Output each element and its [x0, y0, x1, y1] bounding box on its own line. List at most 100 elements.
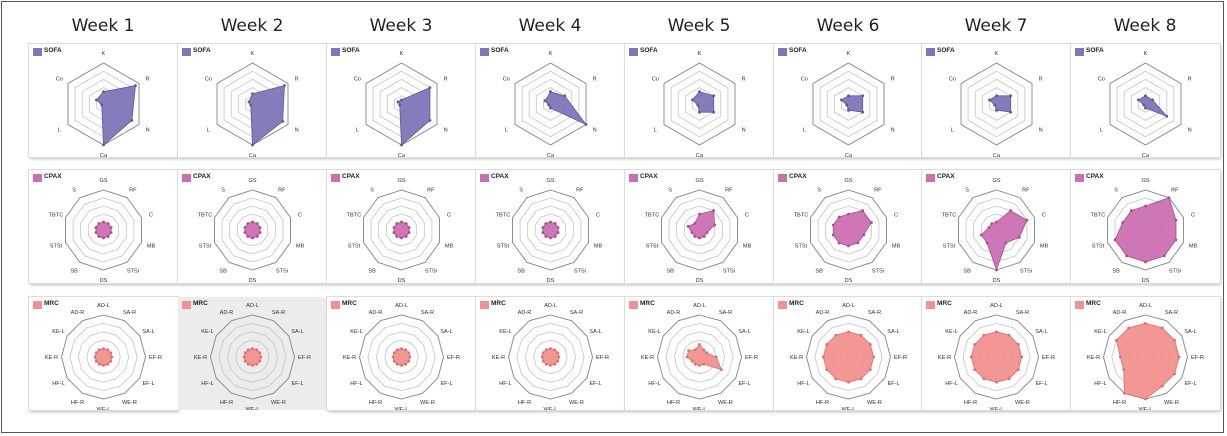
data-point — [1177, 355, 1181, 359]
axis-label: AD-R — [964, 310, 978, 316]
grid-ring — [528, 78, 573, 130]
axis-label: GS — [1141, 178, 1149, 184]
data-point — [251, 92, 254, 96]
data-point — [1016, 368, 1020, 371]
axis-label: TBTC — [49, 213, 64, 219]
radar-chart: AD-L SA-R SA-L EF-R EF-L WE-R WE-L HF-R HF-L KE-R… — [790, 303, 907, 410]
data-point — [821, 355, 825, 359]
data-point — [840, 98, 843, 102]
axis-label: SA-L — [1184, 329, 1196, 335]
axis-label: AD-L — [1139, 303, 1152, 309]
week-title: Week 5 — [667, 16, 731, 36]
data-point — [94, 351, 98, 355]
grid-ring — [516, 322, 585, 392]
axis-label: DS — [547, 278, 555, 283]
data-point — [1115, 338, 1118, 342]
axis-label: N — [444, 128, 448, 134]
axis-label: SB — [963, 268, 971, 274]
radar-panel-mrc-week-3: AD-L SA-R SA-L EF-R EF-L WE-R WE-L HF-R HF-L KE-R… — [327, 297, 476, 410]
grid-outer-ring — [663, 62, 736, 146]
data-point — [404, 222, 408, 225]
data-point — [428, 86, 432, 89]
series-area — [392, 348, 411, 366]
grid-outer-ring — [214, 189, 291, 271]
grid-ring — [226, 331, 279, 383]
data-point — [93, 355, 97, 359]
data-point — [1009, 94, 1013, 98]
axis-label: S — [221, 188, 225, 194]
radar-panel-mrc-week-5: AD-L SA-R SA-L EF-R EF-L WE-R WE-L HF-R HF-L KE-R… — [625, 297, 774, 410]
data-point — [557, 355, 561, 359]
axis-label: STSi — [425, 268, 437, 274]
axis-label: KE-L — [945, 329, 957, 335]
axis-label: WE-R — [1164, 400, 1179, 406]
data-point — [400, 236, 403, 240]
axis-label: K — [995, 51, 999, 57]
axis-label: AD-R — [220, 310, 234, 316]
axis-label: SA-R — [719, 310, 732, 316]
axis-label: EF-R — [596, 355, 609, 361]
grid-ring — [375, 331, 428, 383]
radar-panel-mrc-week-1: AD-L SA-R SA-L EF-R EF-L WE-R WE-L HF-R HF-L KE-R… — [29, 297, 178, 410]
axis-label: KE-R — [641, 355, 654, 361]
legend-label: SOFA — [937, 47, 955, 54]
axis-label: STSi — [723, 268, 735, 274]
legend-label: CPAX — [193, 173, 211, 180]
series-area — [94, 348, 113, 366]
axis-label: HF-R — [518, 400, 531, 406]
data-point — [563, 94, 567, 98]
radar-chart: K R N Ca L Co — [205, 51, 299, 157]
axis-label: WE-L — [544, 407, 558, 410]
axis-label: WE-L — [97, 407, 111, 410]
grid-ring — [87, 213, 120, 247]
data-point — [109, 359, 113, 363]
axis-label: KE-R — [938, 355, 951, 361]
axis-label: SA-R — [272, 310, 285, 316]
radar-chart: GS RF C MB STSi DS SB STSt TBTC S — [198, 178, 305, 283]
radar-panel-sofa-week-4: K R N Ca L Co SOFA — [476, 44, 625, 157]
grid-ring — [385, 213, 418, 247]
grid-outer-ring — [954, 314, 1039, 400]
axis-label: SA-R — [123, 310, 136, 316]
legend-label: MRC — [193, 300, 208, 307]
axis-label: C — [1191, 213, 1195, 219]
data-point — [404, 348, 408, 352]
data-point — [847, 330, 850, 334]
axis-label: K — [251, 51, 255, 57]
data-point — [837, 215, 841, 219]
data-point — [392, 231, 396, 234]
radar-panel-cpax-week-5: GS RF C MB STSi DS SB STSt TBTC S CPAX — [625, 170, 774, 283]
axis-label: Co — [1098, 77, 1105, 83]
axis-label: EF-L — [142, 381, 154, 387]
axis-label: WE-R — [420, 400, 435, 406]
grid-ring — [218, 322, 287, 392]
legend-label: MRC — [789, 300, 804, 307]
axis-label: K — [102, 51, 106, 57]
data-point — [540, 355, 544, 359]
axis-label: HF-R — [220, 400, 233, 406]
data-point — [1113, 238, 1117, 242]
axis-label: K — [698, 51, 702, 57]
legend-label: SOFA — [1086, 47, 1104, 54]
axis-label: AD-L — [246, 303, 259, 309]
axis-label: WE-L — [990, 407, 1004, 410]
grid-ring — [1116, 70, 1175, 138]
legend-swatch — [182, 174, 191, 182]
axis-label: SA-L — [738, 329, 750, 335]
axis-label: S — [1114, 188, 1118, 194]
data-point — [861, 94, 865, 98]
data-point — [404, 362, 408, 366]
grid-ring — [668, 197, 731, 263]
axis-label: SA-L — [142, 329, 154, 335]
data-point — [702, 235, 706, 238]
axis-label: Co — [354, 77, 361, 83]
axis-label: SA-L — [440, 329, 452, 335]
grid-ring — [826, 78, 871, 130]
axis-label: N — [295, 128, 299, 134]
data-point — [544, 348, 548, 352]
legend-label: SOFA — [640, 47, 658, 54]
axis-label: AD-R — [71, 310, 85, 316]
data-point — [985, 241, 989, 245]
axis-label: STSt — [199, 243, 212, 249]
axis-label: SB — [815, 268, 823, 274]
